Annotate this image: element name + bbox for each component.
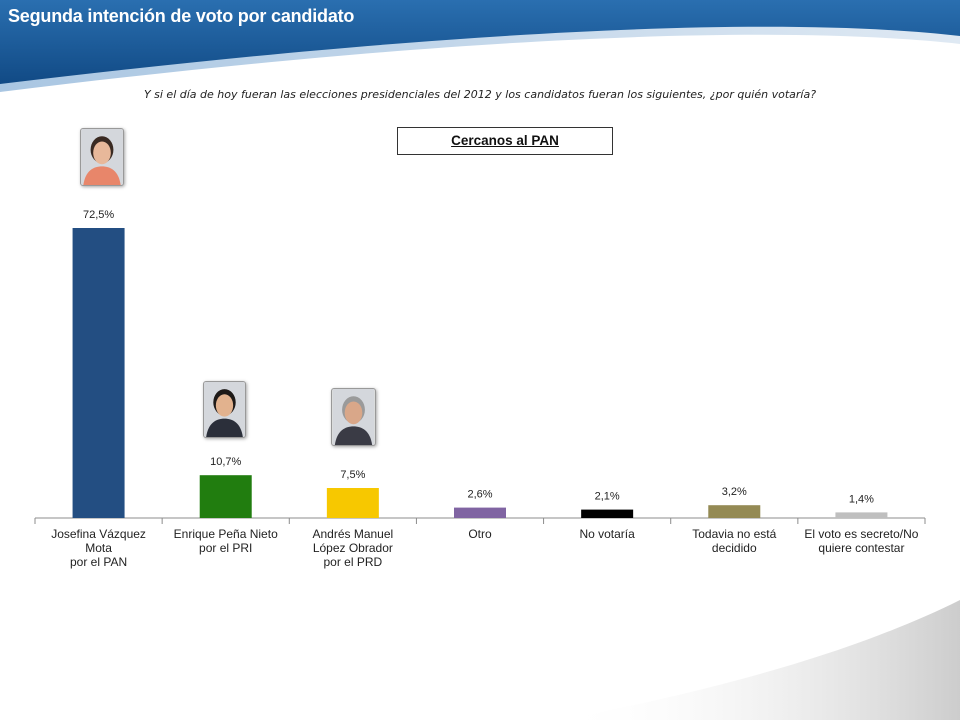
bar xyxy=(72,228,125,518)
category-label: Enrique Peña Nieto xyxy=(174,527,278,541)
category-label: por el PRI xyxy=(199,541,252,555)
data-label: 1,4% xyxy=(849,493,874,505)
bar xyxy=(199,475,252,518)
data-label: 3,2% xyxy=(722,486,747,498)
data-label: 2,1% xyxy=(595,491,620,503)
category-label: Otro xyxy=(468,527,492,541)
category-label: No votaría xyxy=(579,527,635,541)
data-label: 72,5% xyxy=(83,209,114,221)
category-label: López Obrador xyxy=(313,541,393,555)
category-label: quiere contestar xyxy=(818,541,904,555)
data-label: 10,7% xyxy=(210,456,241,468)
category-label: Andrés Manuel xyxy=(312,527,393,541)
category-label: Mota xyxy=(85,541,112,555)
category-label: Josefina Vázquez xyxy=(51,527,146,541)
category-label: por el PRD xyxy=(324,555,383,569)
category-label: El voto es secreto/No xyxy=(804,527,918,541)
survey-question: Y si el día de hoy fueran las elecciones… xyxy=(143,88,817,101)
enrique-pena-nieto-photo xyxy=(203,381,246,438)
bar xyxy=(708,505,761,518)
category-label: Todavia no está xyxy=(692,527,776,541)
segment-label: Cercanos al PAN xyxy=(397,127,613,155)
andres-manuel-lopez-obrador-photo xyxy=(331,388,376,446)
bar xyxy=(326,488,379,518)
josefina-vazquez-mota-photo xyxy=(80,128,124,186)
bar xyxy=(454,507,506,518)
data-label: 2,6% xyxy=(467,489,492,501)
category-label: decidido xyxy=(712,541,757,555)
data-label: 7,5% xyxy=(340,469,365,481)
bar xyxy=(835,512,888,518)
bar xyxy=(581,509,634,518)
category-label: por el PAN xyxy=(70,555,127,569)
header-banner xyxy=(0,0,960,92)
slide-title: Segunda intención de voto por candidato xyxy=(8,6,355,26)
